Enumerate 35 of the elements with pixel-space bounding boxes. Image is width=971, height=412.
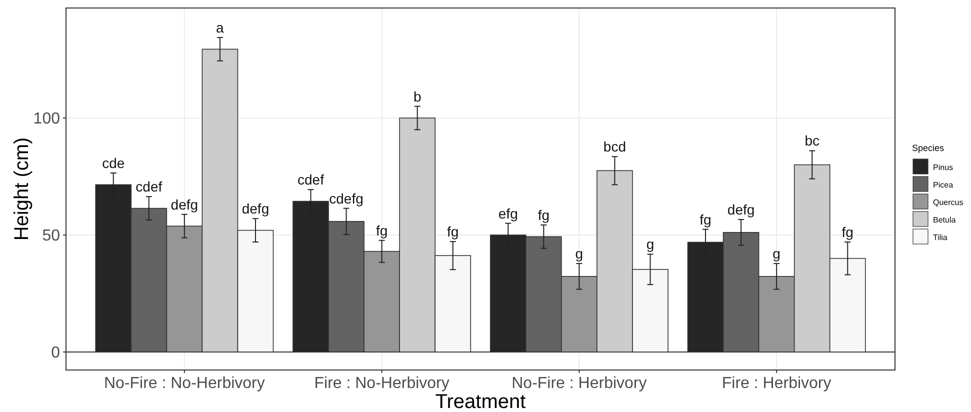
data-label: g	[646, 236, 654, 252]
data-label: cdef	[136, 178, 162, 195]
x-axis-title: Treatment	[435, 391, 526, 412]
data-label: efg	[498, 205, 518, 222]
y-tick-label: 0	[51, 344, 60, 362]
x-tick-label: No-Fire : No-Herbivory	[104, 375, 265, 392]
data-label: defg	[170, 196, 198, 212]
data-label: fg	[376, 222, 388, 238]
y-tick-label: 50	[42, 228, 60, 245]
data-label: cde	[102, 154, 125, 171]
data-label: bcd	[603, 138, 626, 155]
legend-label: Betula	[933, 215, 956, 224]
data-label: g	[772, 246, 780, 262]
data-label: defg	[727, 202, 755, 218]
legend-title: Species	[912, 143, 945, 153]
data-label: fg	[842, 224, 854, 240]
data-label: fg	[700, 211, 712, 228]
x-tick-label: Fire : No-Herbivory	[314, 375, 450, 392]
legend-label: Picea	[933, 180, 954, 190]
data-label: fg	[447, 224, 459, 240]
data-label: fg	[538, 206, 550, 223]
data-label: b	[413, 88, 422, 104]
data-label: g	[575, 246, 584, 262]
x-tick-label: Fire : Herbivory	[722, 375, 832, 392]
data-label: defg	[242, 200, 270, 217]
data-label: cdefg	[329, 190, 364, 206]
x-tick-label: No-Fire : Herbivory	[512, 375, 647, 392]
legend-label: Pinus	[933, 162, 954, 172]
data-label: cdef	[298, 172, 324, 188]
legend-label: Tilia	[933, 232, 948, 242]
data-label: bc	[804, 132, 820, 149]
y-tick-label: 100	[33, 110, 60, 128]
legend-label: Quercus	[933, 198, 964, 207]
y-axis-title: Height (cm)	[11, 137, 33, 241]
data-label: a	[216, 19, 224, 36]
